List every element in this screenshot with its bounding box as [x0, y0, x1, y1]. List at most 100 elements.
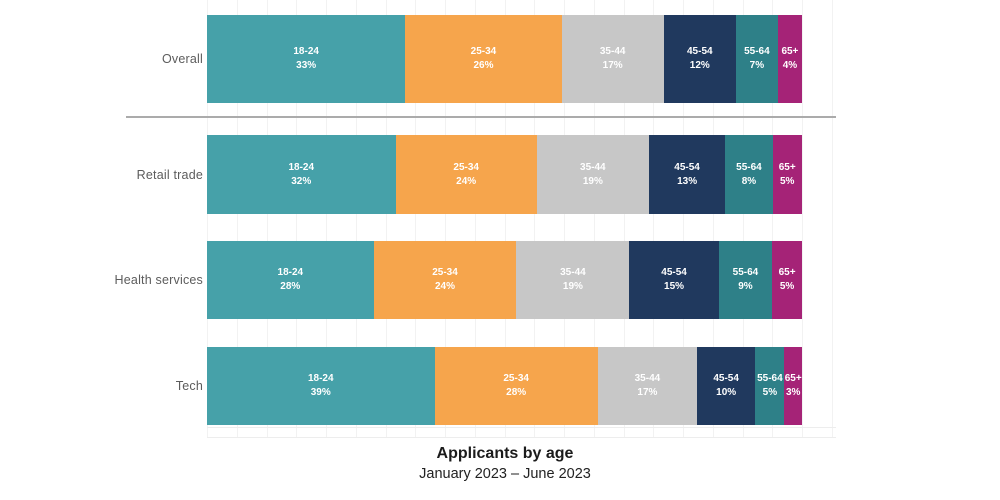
- segment-percent: 10%: [716, 387, 737, 398]
- panel-separator: [126, 116, 836, 118]
- gridline: [504, 0, 506, 437]
- bar-segment[interactable]: 35-44 17%: [597, 347, 697, 425]
- segment-percent: 19%: [562, 281, 583, 292]
- chart-row: Tech 18-24 39% 25-34 28% 35-44 17% 45-54 10% 55-6…: [0, 347, 1000, 425]
- segment-label: 25-34 24%: [432, 266, 458, 294]
- row-label: Retail trade: [136, 167, 203, 182]
- segment-percent: 15%: [664, 281, 685, 292]
- bar-segment[interactable]: 18-24 33%: [207, 15, 406, 103]
- segment-age-group: 45-54: [674, 161, 700, 173]
- gridline: [802, 0, 803, 437]
- stacked-bar: 18-24 33% 25-34 26% 35-44 17% 45-54 12% 55-64 7% 6…: [207, 15, 802, 103]
- gridline: [653, 0, 655, 437]
- stacked-bar: 18-24 28% 25-34 24% 35-44 19% 45-54 15% 55-64 9% 6…: [207, 241, 802, 319]
- bar-segment[interactable]: 35-44 19%: [536, 135, 649, 214]
- segment-age-group: 25-34: [503, 373, 529, 384]
- gridline: [742, 0, 744, 437]
- axis-line-bottom: [207, 437, 836, 438]
- stacked-bar: 18-24 32% 25-34 24% 35-44 19% 45-54 13% 55-64 8% 6…: [207, 135, 802, 214]
- bar-segment[interactable]: 45-54 15%: [629, 241, 719, 319]
- chart-row: Health services 18-24 28% 25-34 24% 35-44 19% 4…: [0, 241, 1000, 319]
- segment-percent: 3%: [785, 387, 801, 398]
- bar-segment[interactable]: 25-34 24%: [373, 241, 517, 319]
- segment-percent: 13%: [677, 175, 698, 187]
- segment-percent: 39%: [310, 387, 331, 398]
- bar-segment[interactable]: 55-64 9%: [718, 241, 773, 319]
- bar-segment[interactable]: 65+ 5%: [772, 241, 802, 319]
- segment-age-group: 65+: [778, 267, 796, 278]
- segment-label: 35-44 19%: [580, 161, 606, 189]
- row-label: Health services: [114, 273, 203, 287]
- bar-segment[interactable]: 18-24 32%: [207, 135, 396, 214]
- segment-percent: 24%: [434, 281, 455, 292]
- bar-segment[interactable]: 25-34 28%: [434, 347, 598, 425]
- segment-percent: 26%: [473, 60, 494, 71]
- segment-percent: 5%: [779, 175, 795, 187]
- bar-segment[interactable]: 55-64 5%: [755, 347, 785, 425]
- segment-label: 45-54 12%: [687, 45, 713, 73]
- segment-percent: 12%: [689, 60, 710, 71]
- bar-segment[interactable]: 65+ 3%: [784, 347, 802, 425]
- segment-percent: 28%: [280, 281, 301, 292]
- segment-label: 65+ 5%: [779, 266, 796, 294]
- gridline: [326, 0, 327, 437]
- segment-label: 55-64 8%: [736, 161, 762, 189]
- segment-percent: 32%: [291, 175, 312, 187]
- segment-label: 35-44 17%: [600, 45, 626, 73]
- row-label: Overall: [162, 52, 203, 66]
- gridline: [355, 0, 357, 437]
- bar-segment[interactable]: 25-34 24%: [395, 135, 537, 214]
- segment-percent: 5%: [779, 281, 795, 292]
- bar-segment[interactable]: 55-64 8%: [725, 135, 773, 214]
- segment-age-group: 65+: [784, 373, 802, 384]
- bar-segment[interactable]: 35-44 19%: [516, 241, 630, 319]
- bar-segment[interactable]: 45-54 13%: [648, 135, 726, 214]
- gridline: [266, 0, 268, 437]
- segment-label: 65+ 4%: [781, 45, 798, 73]
- gridline: [207, 0, 208, 437]
- bar-segment[interactable]: 18-24 39%: [207, 347, 435, 425]
- segment-age-group: 55-64: [757, 373, 783, 384]
- segment-label: 25-34 28%: [503, 372, 529, 400]
- segment-label: 45-54 15%: [661, 266, 687, 294]
- gridline: [712, 0, 714, 437]
- bar-segment[interactable]: 55-64 7%: [735, 15, 778, 103]
- segment-label: 18-24 39%: [308, 372, 334, 400]
- segment-label: 45-54 10%: [713, 372, 739, 400]
- segment-age-group: 18-24: [307, 373, 334, 384]
- gridline: [534, 0, 536, 437]
- bar-segment[interactable]: 18-24 28%: [207, 241, 374, 319]
- segment-age-group: 35-44: [580, 161, 606, 173]
- bar-segment[interactable]: 65+ 5%: [772, 135, 802, 214]
- segment-label: 55-64 7%: [744, 45, 770, 73]
- segment-age-group: 18-24: [277, 267, 304, 278]
- bar-segment[interactable]: 65+ 4%: [777, 15, 802, 103]
- segment-percent: 33%: [296, 60, 317, 71]
- gridline: [415, 0, 417, 437]
- axis-line-top: [207, 427, 836, 428]
- gridline: [564, 0, 565, 437]
- segment-age-group: 35-44: [560, 267, 586, 278]
- segment-percent: 5%: [762, 387, 778, 398]
- segment-label: 35-44 17%: [635, 372, 661, 400]
- segment-percent: 17%: [637, 387, 658, 398]
- chart-row: Overall 18-24 33% 25-34 26% 35-44 17% 45-54 12% 5…: [0, 15, 1000, 103]
- segment-label: 55-64 9%: [733, 266, 759, 294]
- segment-age-group: 55-64: [744, 46, 770, 57]
- segment-age-group: 25-34: [453, 161, 479, 173]
- segment-label: 55-64 5%: [757, 372, 783, 400]
- chart-row: Retail trade 18-24 32% 25-34 24% 35-44 19% 45-5…: [0, 135, 1000, 214]
- bar-segment[interactable]: 45-54 10%: [696, 347, 756, 425]
- chart-subtitle: January 2023 – June 2023: [419, 466, 591, 482]
- segment-percent: 28%: [506, 387, 527, 398]
- bar-segment[interactable]: 25-34 26%: [405, 15, 562, 103]
- gridline: [445, 0, 446, 437]
- bar-segment[interactable]: 35-44 17%: [561, 15, 664, 103]
- gridline: [831, 0, 833, 437]
- segment-age-group: 25-34: [432, 267, 458, 278]
- gridline: [474, 0, 476, 437]
- segment-age-group: 65+: [781, 46, 799, 57]
- bar-segment[interactable]: 45-54 12%: [663, 15, 736, 103]
- segment-percent: 9%: [738, 281, 753, 292]
